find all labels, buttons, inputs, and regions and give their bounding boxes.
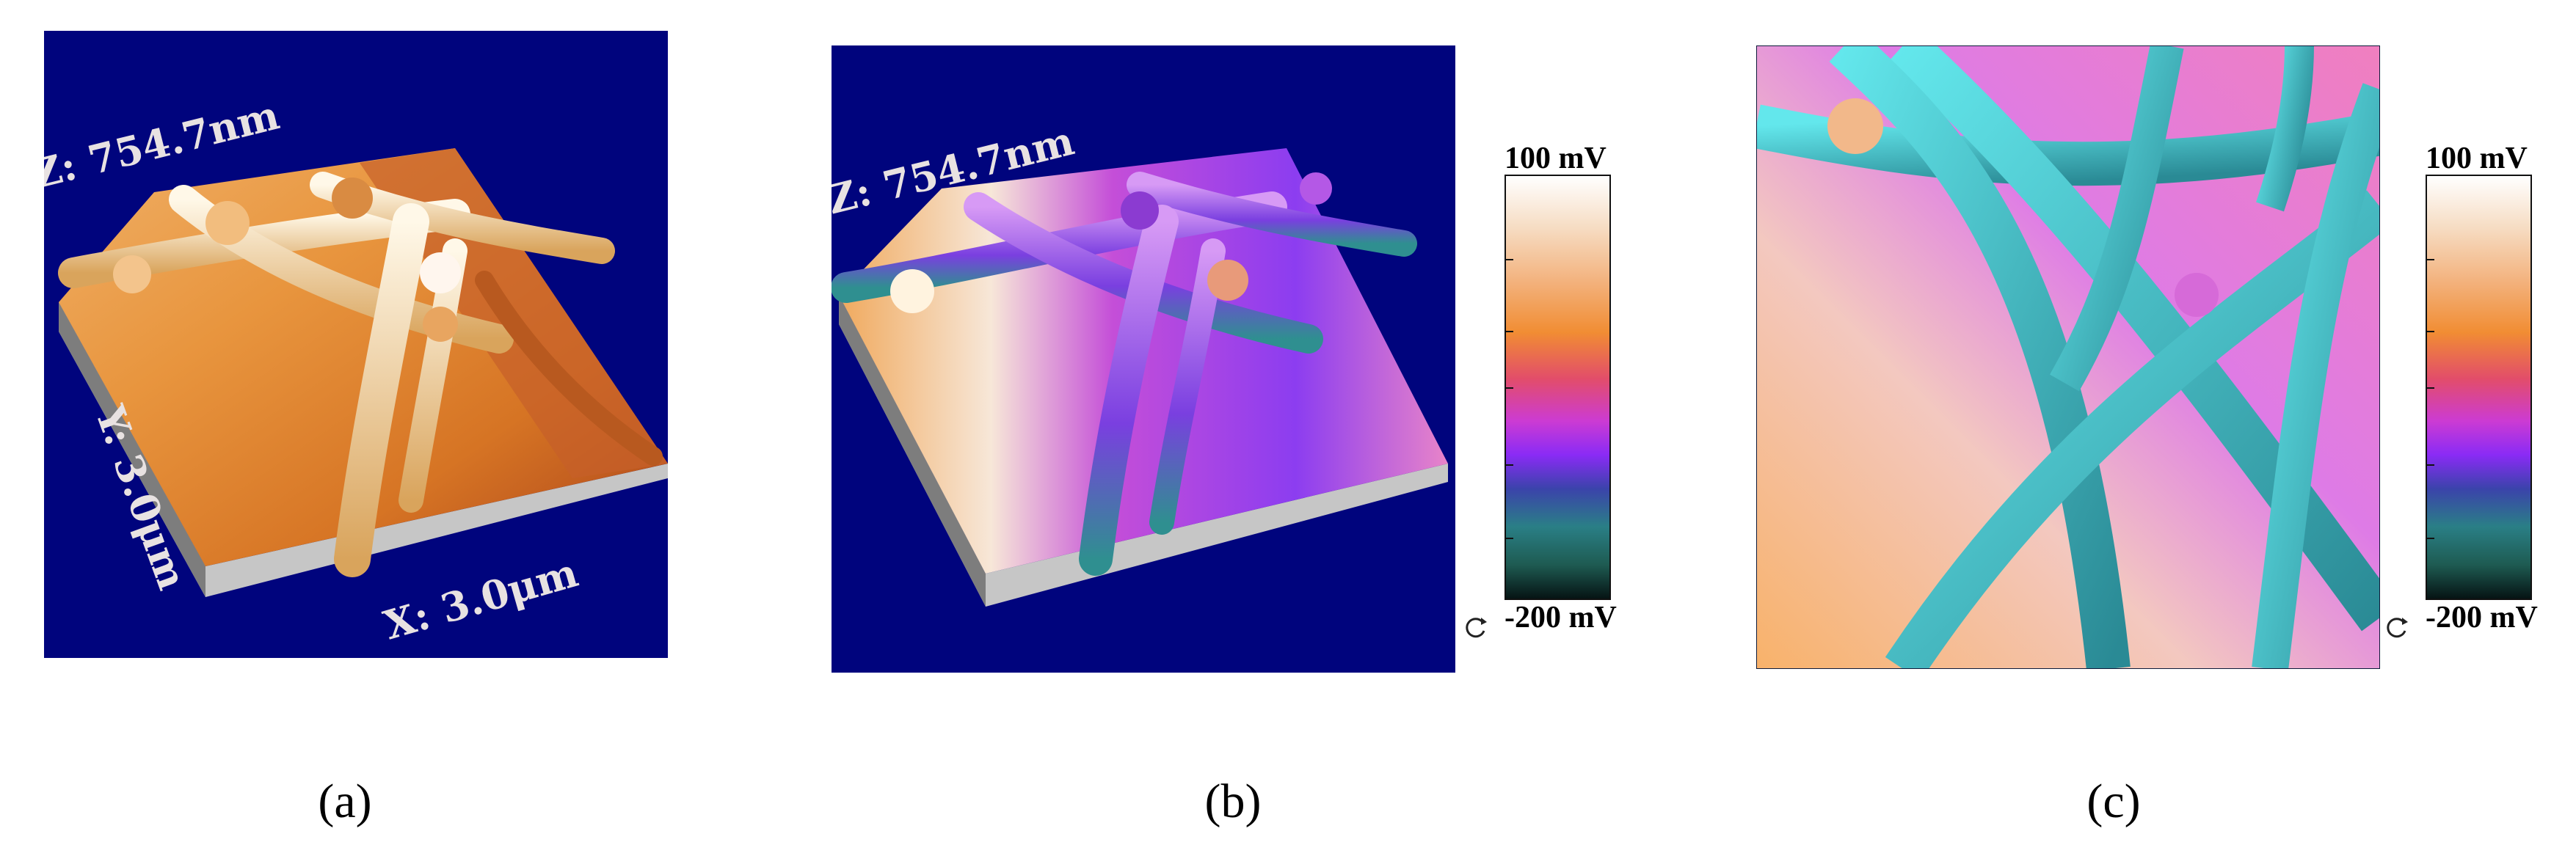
panel-a-bead	[423, 307, 458, 342]
caption-b: (b)	[1204, 775, 1262, 828]
panel-c-top-view	[1756, 45, 2380, 669]
panel-b-fiber	[1079, 205, 1179, 576]
panel-b-bead	[1300, 172, 1332, 205]
panel-b-base	[839, 295, 1448, 607]
panel-a-bead	[205, 201, 250, 245]
panel-a-3d-surface: Z: 754.7nm Y: 3.0μm X: 3.0μm	[44, 31, 668, 658]
colorbar-c: 100 mV -200 mV	[2382, 142, 2576, 659]
colorbar-max-label: 100 mV	[2426, 142, 2528, 175]
panel-b-bead	[1121, 191, 1159, 230]
panel-b-fiber	[1127, 172, 1417, 257]
colorbar-gradient	[2426, 175, 2532, 600]
panel-b: Z: 754.7nm	[832, 45, 1455, 673]
rotate-icon[interactable]	[2382, 613, 2411, 643]
panel-a-bead	[420, 252, 461, 293]
panel-a-fiber	[334, 203, 429, 577]
panel-b-bead	[1207, 260, 1248, 301]
panel-b-3d-surface: Z: 754.7nm	[832, 45, 1455, 673]
panel-a-bead	[332, 178, 373, 219]
colorbar-b: 100 mV -200 mV	[1460, 142, 1651, 659]
panel-c-fiber	[2252, 83, 2380, 669]
panel-c-fiber	[2050, 45, 2184, 392]
colorbar-max-label: 100 mV	[1505, 142, 1607, 175]
rotate-icon[interactable]	[1460, 613, 1490, 643]
panel-c-bead	[2175, 273, 2219, 317]
colorbar-min-label: -200 mV	[1505, 601, 1617, 634]
panel-c	[1756, 45, 2380, 669]
caption-a: (a)	[318, 775, 372, 828]
panel-b-fiber	[964, 192, 1323, 354]
panel-b-fiber	[1149, 238, 1226, 535]
caption-c: (c)	[2086, 775, 2141, 828]
panel-c-fiber	[2256, 45, 2314, 212]
colorbar-min-label: -200 mV	[2426, 601, 2538, 634]
colorbar-gradient	[1505, 175, 1611, 600]
panel-a-bead	[113, 255, 151, 293]
panel-c-fiber	[1829, 45, 2131, 669]
panel-b-bead	[890, 269, 934, 313]
panel-c-bead	[1827, 98, 1883, 154]
panel-a: Z: 754.7nm Y: 3.0μm X: 3.0μm	[44, 31, 668, 658]
